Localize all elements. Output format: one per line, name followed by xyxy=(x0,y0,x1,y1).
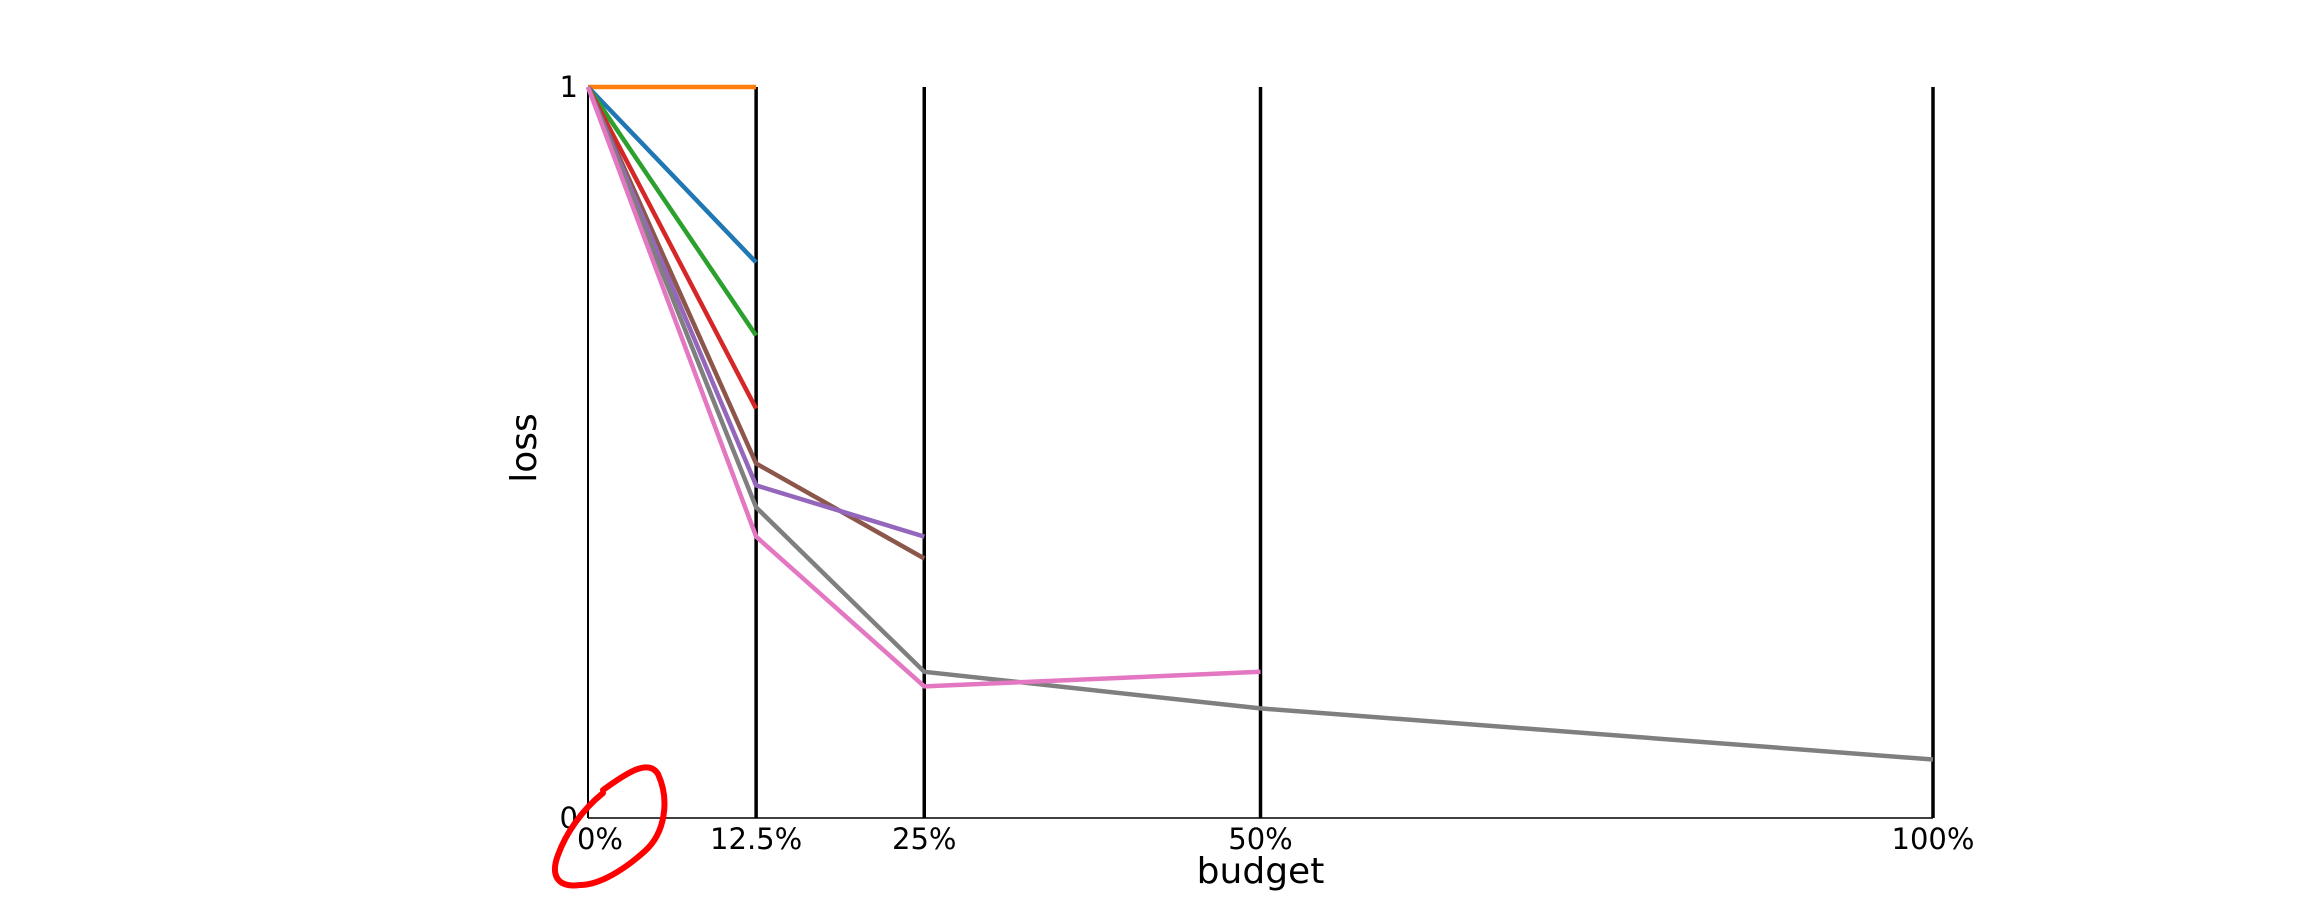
hand-drawn-circle-annotation xyxy=(551,764,668,889)
x-tick-label: 12.5% xyxy=(710,822,802,856)
series-line xyxy=(586,85,759,410)
x-tick-label: 50% xyxy=(1228,822,1292,856)
y-axis-label: loss xyxy=(504,413,545,483)
series-line xyxy=(585,86,1934,762)
series-line xyxy=(586,85,758,337)
series-lines xyxy=(585,84,1934,762)
series-line xyxy=(585,86,925,539)
budget-lines xyxy=(587,87,1935,818)
x-tick-label: 25% xyxy=(892,822,956,856)
series-line xyxy=(585,86,1261,689)
x-axis-label: budget xyxy=(1197,851,1325,892)
y-tick-labels: 01 xyxy=(560,70,578,835)
series-line xyxy=(585,86,926,561)
x-tick-labels: 0% 12.5% 25% 50% 100% xyxy=(577,822,1974,856)
series-line xyxy=(586,85,758,264)
y-tick-label: 1 xyxy=(560,70,578,104)
x-tick-label: 0% xyxy=(577,822,623,856)
x-tick-label: 100% xyxy=(1892,822,1975,856)
